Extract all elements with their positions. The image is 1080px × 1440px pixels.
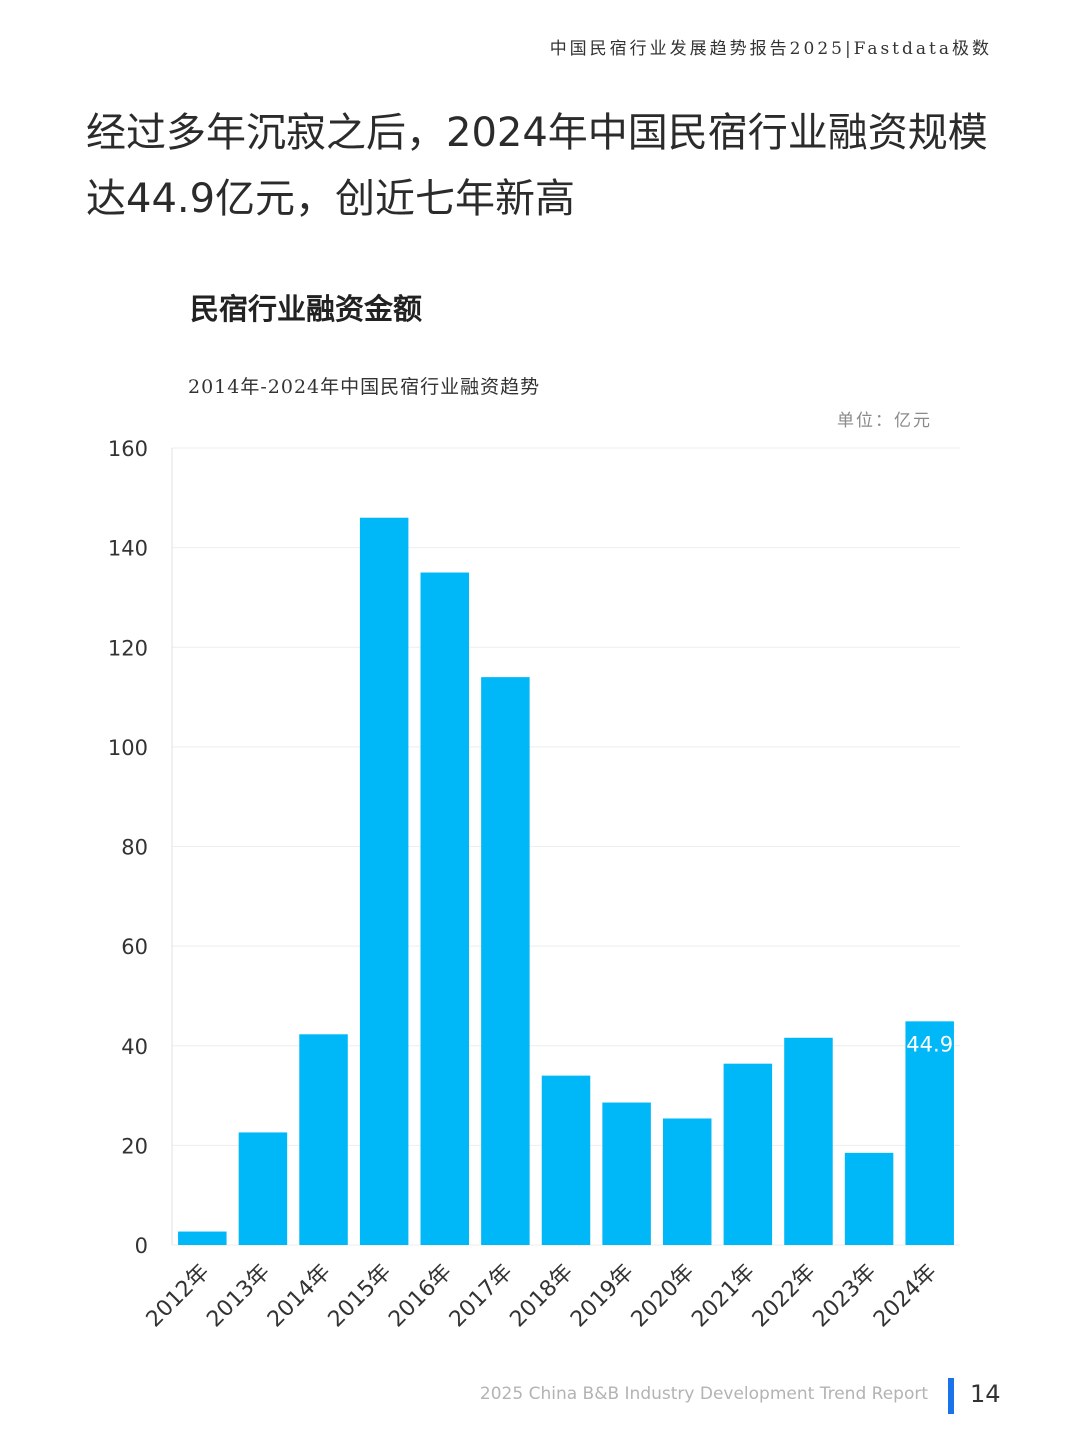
x-tick-label: 2018年 — [505, 1260, 578, 1333]
x-tick-label: 2017年 — [445, 1260, 518, 1333]
footer-report-name: 2025 China B&B Industry Development Tren… — [479, 1384, 928, 1404]
section-title: 民宿行业融资金额 — [190, 292, 423, 326]
bar — [541, 1075, 591, 1245]
footer-accent-bar — [948, 1378, 954, 1414]
x-tick-label: 2014年 — [263, 1260, 336, 1333]
x-tick-label: 2023年 — [808, 1260, 881, 1333]
bar — [238, 1132, 288, 1245]
x-tick-label: 2020年 — [627, 1260, 700, 1333]
y-tick-label: 60 — [121, 935, 148, 959]
x-tick-label: 2021年 — [687, 1260, 760, 1333]
bar — [602, 1102, 651, 1245]
x-tick-label: 2015年 — [324, 1260, 397, 1333]
bar — [299, 1034, 348, 1245]
bar — [844, 1152, 894, 1245]
bar — [905, 1021, 954, 1245]
data-label: 44.9 — [906, 1032, 953, 1056]
page-number: 14 — [970, 1380, 1001, 1408]
page-headline: 经过多年沉寂之后，2024年中国民宿行业融资规模达44.9亿元，创近七年新高 — [86, 110, 988, 222]
bar — [784, 1037, 833, 1245]
x-tick-label: 2012年 — [142, 1260, 215, 1333]
y-tick-label: 140 — [108, 537, 148, 561]
y-tick-label: 120 — [108, 636, 148, 660]
bar — [359, 517, 409, 1245]
x-tick-label: 2024年 — [869, 1260, 942, 1333]
y-tick-label: 20 — [121, 1134, 148, 1158]
y-tick-label: 160 — [108, 437, 148, 461]
y-tick-label: 0 — [135, 1234, 148, 1258]
bar — [178, 1231, 227, 1245]
y-tick-label: 40 — [121, 1035, 148, 1059]
unit-label: 单位：亿元 — [837, 411, 932, 431]
bar — [662, 1118, 712, 1245]
bar — [723, 1063, 773, 1245]
x-tick-label: 2022年 — [748, 1260, 821, 1333]
x-tick-label: 2013年 — [202, 1260, 275, 1333]
y-tick-label: 80 — [121, 836, 148, 860]
bar — [481, 677, 530, 1245]
x-tick-label: 2016年 — [384, 1260, 457, 1333]
x-tick-label: 2019年 — [566, 1260, 639, 1333]
y-tick-label: 100 — [108, 736, 148, 760]
bar — [420, 572, 470, 1245]
report-header: 中国民宿行业发展趋势报告2025|Fastdata极数 — [549, 39, 992, 59]
chart-title: 2014年-2024年中国民宿行业融资趋势 — [188, 376, 541, 398]
